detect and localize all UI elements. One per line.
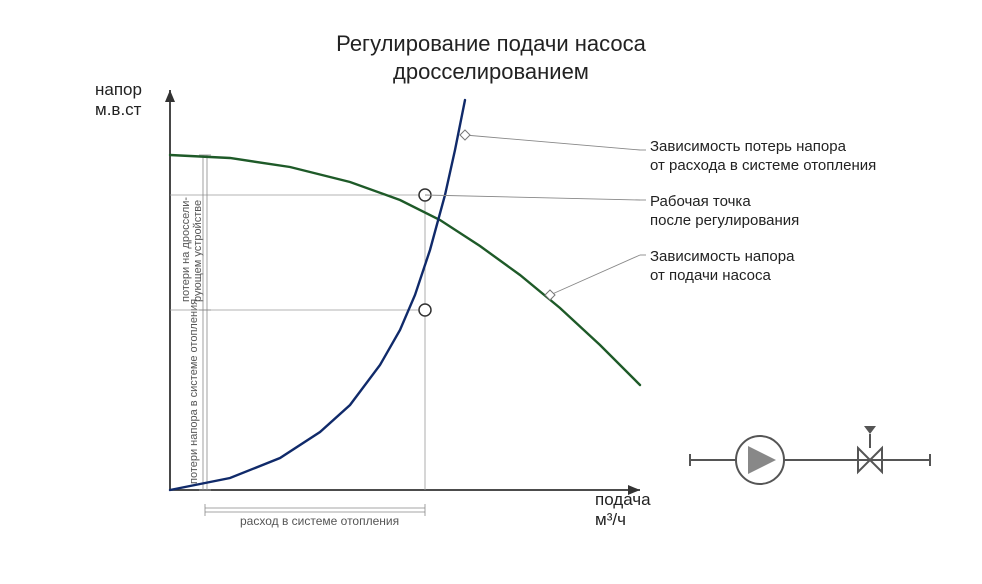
chart-svg [0, 0, 982, 584]
